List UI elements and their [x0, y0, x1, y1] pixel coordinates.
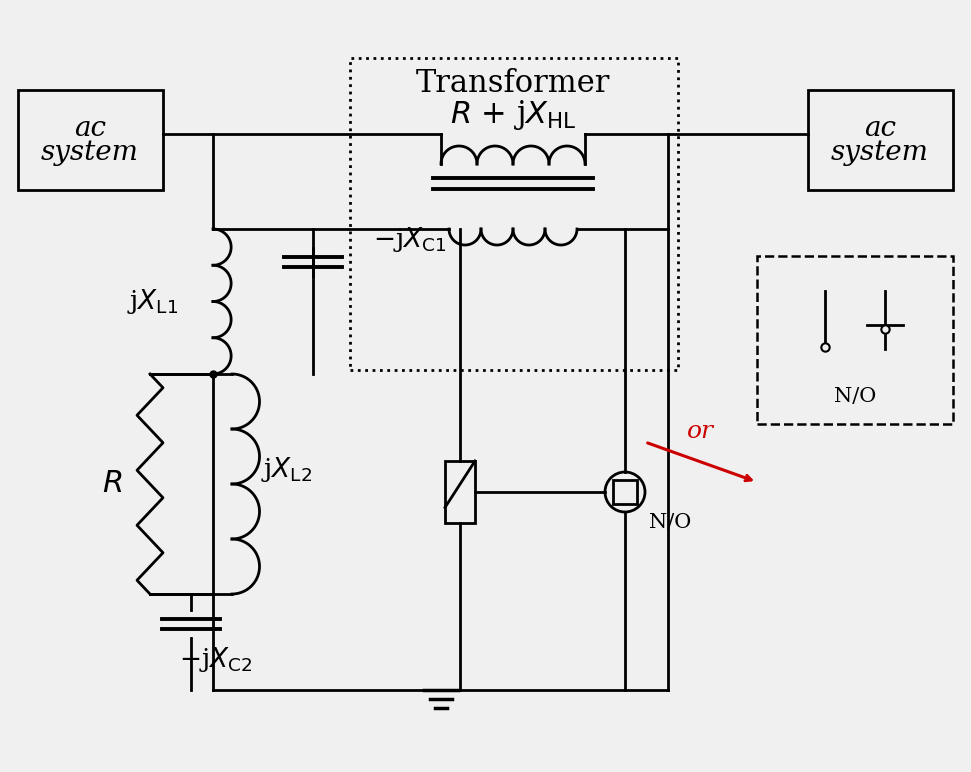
Bar [350, 58, 678, 370]
Text: $-$j$X_{\rm C1}$: $-$j$X_{\rm C1}$ [373, 225, 447, 255]
Text: j$X_{\rm L2}$: j$X_{\rm L2}$ [261, 455, 313, 483]
Bar [445, 461, 475, 523]
Text: ac: ac [864, 116, 896, 143]
Text: ac: ac [74, 116, 106, 143]
Text: system: system [41, 140, 139, 167]
Text: $R$: $R$ [102, 469, 122, 499]
Text: Transformer: Transformer [416, 69, 610, 100]
Bar [18, 90, 163, 190]
Bar [757, 256, 953, 424]
Bar [613, 480, 637, 504]
Text: or: or [686, 421, 714, 443]
Text: system: system [831, 140, 929, 167]
Text: N/O: N/O [834, 387, 876, 405]
Text: N/O: N/O [649, 513, 691, 531]
Text: j$X_{\rm L1}$: j$X_{\rm L1}$ [127, 287, 179, 316]
Text: $-$j$X_{\rm C2}$: $-$j$X_{\rm C2}$ [179, 645, 252, 675]
Bar [808, 90, 953, 190]
Text: $R$ + j$X_{\rm HL}$: $R$ + j$X_{\rm HL}$ [450, 98, 576, 132]
